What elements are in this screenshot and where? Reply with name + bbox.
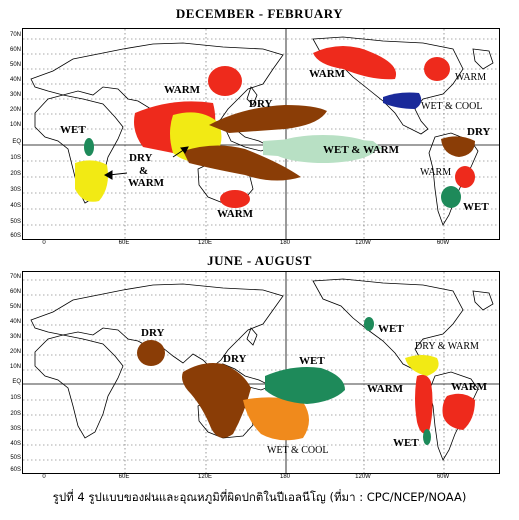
lon-label: 0 [42,240,46,246]
dry-region [441,136,475,157]
wet-warm-region [263,137,383,159]
region-label: WET [463,201,489,213]
lat-label: 50N [9,62,21,68]
lon-label: 60E [118,474,130,480]
lat-label: 40N [9,77,21,83]
region-label: WARM [367,383,404,395]
lat-label: 50S [10,219,21,225]
wet-region [265,367,345,404]
dry-region [183,145,301,181]
lon-label: 120W [355,474,371,480]
region-label: WET [393,437,419,449]
lat-label: 20N [9,107,21,113]
region-label: DRY [467,126,491,138]
region-label: WET & WARM [323,144,400,156]
lat-label: 60N [9,47,21,53]
graticule [23,29,499,239]
region-label: WARM [128,177,165,189]
lat-label: 30N [9,334,21,340]
dry-region [209,105,327,133]
lon-label: 180 [279,240,291,246]
lon-label: 120E [197,240,213,246]
lat-label: EQ [12,139,21,145]
warm-region [442,393,475,430]
lat-label: 60N [9,289,21,295]
region-label: DRY [223,353,247,365]
lat-label: 10S [10,395,21,401]
lon-label: 60W [436,474,450,480]
top-map-title: DECEMBER - FEBRUARY [175,6,344,21]
lat-label: 40S [10,441,21,447]
anomaly-regions [137,317,475,445]
lat-label: 70N [9,274,21,280]
warm-region [455,166,475,188]
region-label: WET [60,124,86,136]
region-labels: DRY DRY WET WET DRY & WARM WARM WARM WET… [141,323,488,456]
anomaly-regions [75,46,475,208]
lon-label: 60W [436,240,450,246]
warm-region [220,190,250,208]
region-label: WARM [164,84,201,96]
bottom-map-title: JUNE - AUGUST [207,253,312,268]
top-map-canvas: WARM DRY WET DRY & WARM WET & WARM WARM … [23,29,499,239]
lon-label: 60E [118,240,130,246]
region-label: WET [378,323,404,335]
lat-label: 30S [10,426,21,432]
dry-region [137,340,165,366]
region-label: WET & COOL [421,101,482,112]
lon-label: 180 [279,474,291,480]
lat-label: EQ [12,379,21,385]
bottom-map-panel: DRY DRY WET WET DRY & WARM WARM WARM WET… [22,271,500,474]
region-label: WARM [420,167,451,178]
region-label: WARM [451,381,488,393]
bottom-map-canvas: DRY DRY WET WET DRY & WARM WARM WARM WET… [23,272,499,473]
lon-label: 0 [42,474,46,480]
region-label: WET [299,355,325,367]
lat-label: 20N [9,349,21,355]
lat-label: 30S [10,187,21,193]
wet-region [441,186,461,208]
label-arrows [103,146,189,180]
lat-label: 60S [10,467,21,473]
lat-label: 30N [9,92,21,98]
wet-region [423,429,431,445]
warm-region [313,46,397,80]
region-labels: WARM DRY WET DRY & WARM WET & WARM WARM … [60,68,491,220]
region-label: WARM [217,208,254,220]
wet-region [364,317,374,331]
lat-label: 50N [9,304,21,310]
warm-region [208,66,242,96]
dry-region [182,363,251,438]
lat-label: 70N [9,32,21,38]
lat-label: 60S [10,233,21,239]
dry-warm-region [405,355,439,376]
top-map-panel: WARM DRY WET DRY & WARM WET & WARM WARM … [22,28,500,240]
lat-label: 40N [9,319,21,325]
region-label: DRY & WARM [415,341,479,352]
region-label: DRY [249,98,273,110]
warm-region [415,374,433,434]
region-label: DRY [129,152,153,164]
lat-label: 20S [10,411,21,417]
wet-cool-region [383,92,422,109]
region-label: DRY [141,327,165,339]
lat-label: 10N [9,122,21,128]
lat-label: 10S [10,155,21,161]
region-label: & [139,165,148,177]
lat-label: 10N [9,364,21,370]
region-label: WARM [309,68,346,80]
region-label: WARM [455,72,486,83]
lon-label: 120W [355,240,371,246]
lat-label: 40S [10,203,21,209]
lon-label: 120E [197,474,213,480]
lat-label: 20S [10,171,21,177]
wet-cool-region [243,397,309,441]
figure-caption: รูปที่ 4 รูปแบบของฝนและอุณหภูมิที่ผิดปกต… [52,490,467,504]
region-label: WET & COOL [267,445,328,456]
lat-label: 50S [10,455,21,461]
wet-region [84,138,94,156]
dry-warm-region [75,160,108,202]
warm-region [424,57,450,81]
